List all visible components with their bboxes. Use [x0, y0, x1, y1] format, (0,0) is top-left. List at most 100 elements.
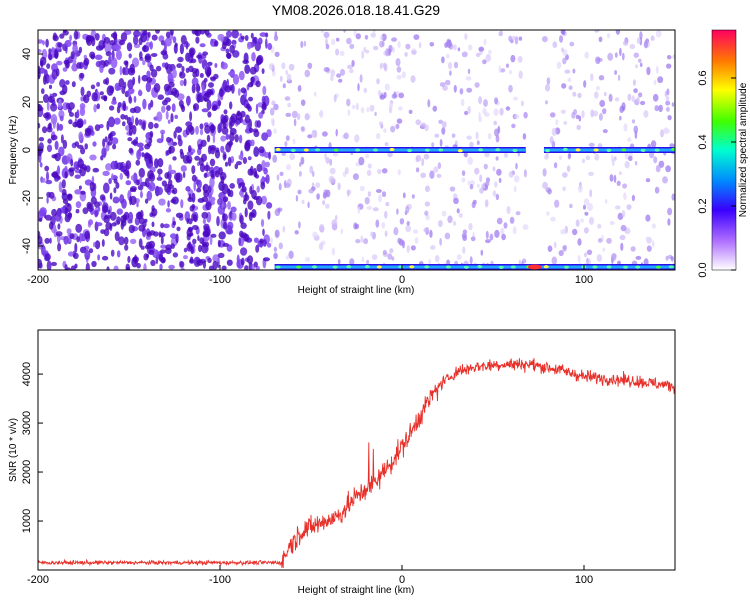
speckle-dot [523, 111, 528, 119]
speckle-dot [506, 206, 511, 215]
speckle-dot [48, 221, 54, 230]
speckle-dot [508, 84, 513, 93]
speckle-dot [55, 50, 59, 59]
speckle-dot [461, 170, 466, 177]
speckle-dot [124, 114, 129, 120]
speckle-dot [598, 36, 603, 43]
speckle-dot [144, 55, 151, 61]
speckle-dot [325, 43, 330, 50]
speckle-dot [640, 100, 646, 106]
speckle-dot [122, 67, 126, 75]
speckle-dot [170, 243, 175, 249]
speckle-dot [441, 127, 446, 135]
speckle-dot [116, 250, 121, 258]
speckle-dot [103, 182, 110, 194]
speckle-dot [225, 224, 233, 235]
speckle-dot [619, 105, 624, 113]
speckle-dot [203, 164, 211, 172]
speckle-dot [429, 170, 435, 179]
speckle-dot [274, 31, 278, 37]
speckle-dot [654, 105, 659, 112]
colorbar: 0.0 0.2 0.4 0.6 Normalized spectral amplitu… [697, 29, 749, 278]
speckle-dot [48, 53, 53, 61]
speckle-dot [229, 44, 235, 54]
speckle-dot [546, 77, 551, 85]
speckle-dot [167, 119, 171, 124]
speckle-dot [168, 164, 172, 173]
speckle-dot [72, 43, 78, 54]
speckle-dot [294, 230, 299, 235]
speckle-dot [173, 130, 177, 139]
speckle-dot [148, 172, 156, 182]
speckle-dot [270, 237, 273, 245]
x-tick-label: -100 [209, 274, 231, 286]
speckle-dot [157, 158, 164, 168]
speckle-dot [174, 114, 178, 119]
speckle-dot [97, 254, 100, 261]
speckle-dot [503, 222, 508, 229]
speckle-dot [299, 170, 302, 177]
speckle-dot [284, 141, 288, 147]
speckle-dot [494, 181, 498, 188]
speckle-dot [392, 46, 396, 54]
speckle-dot [633, 88, 638, 94]
speckle-dot [613, 174, 617, 183]
speckle-dot [380, 62, 385, 68]
speckle-dot [367, 191, 372, 197]
speckle-dot [602, 129, 608, 134]
bottom-edge-line-blob [376, 265, 382, 269]
speckle-dot [104, 136, 108, 143]
speckle-dot [175, 233, 179, 244]
speckle-dot [123, 169, 130, 175]
y-tick-label: 20 [21, 96, 33, 108]
speckle-dot [117, 45, 122, 50]
speckle-dot [499, 30, 503, 37]
speckle-dot [199, 128, 204, 136]
speckle-dot [65, 267, 72, 270]
speckle-dot [54, 152, 61, 162]
speckle-dot [300, 40, 304, 49]
speckle-dot [374, 111, 377, 116]
speckle-dot [508, 35, 513, 42]
speckle-dot [372, 207, 379, 212]
speckle-dot [307, 201, 310, 209]
speckle-dot [666, 63, 672, 69]
speckle-dot [158, 173, 161, 181]
speckle-dot [522, 224, 529, 231]
speckle-dot [271, 100, 276, 106]
speckle-dot [119, 65, 123, 76]
speckle-dot [624, 161, 630, 169]
speckle-dot [384, 230, 388, 237]
speckle-dot [164, 37, 172, 47]
speckle-dot [260, 219, 265, 227]
speckle-dot [331, 38, 336, 46]
speckle-dot [244, 114, 250, 124]
speckle-dot [94, 33, 100, 41]
speckle-dot [645, 178, 651, 183]
speckle-dot [483, 38, 487, 46]
speckle-dot [287, 102, 291, 108]
speckle-dot [166, 136, 172, 143]
speckle-dot [146, 70, 151, 79]
speckle-dot [396, 75, 402, 80]
speckle-dot [448, 61, 452, 70]
speckle-dot [203, 92, 210, 102]
speckle-dot [126, 42, 133, 52]
speckle-dot [103, 216, 110, 224]
speckle-dot [103, 37, 111, 44]
speckle-dot [108, 105, 115, 111]
speckle-dot [636, 37, 641, 44]
speckle-dot [41, 88, 45, 95]
speckle-dot [244, 207, 248, 218]
speckle-dot [38, 122, 41, 129]
speckle-dot [84, 143, 88, 150]
speckle-dot [214, 149, 221, 159]
speckle-dot [130, 186, 137, 192]
speckle-dot [667, 115, 672, 121]
speckle-dot [91, 260, 97, 268]
speckle-dot [238, 237, 241, 246]
speckle-dot [74, 141, 80, 147]
speckle-dot [214, 63, 218, 68]
speckle-dot [495, 156, 499, 161]
speckle-dot [127, 255, 131, 264]
